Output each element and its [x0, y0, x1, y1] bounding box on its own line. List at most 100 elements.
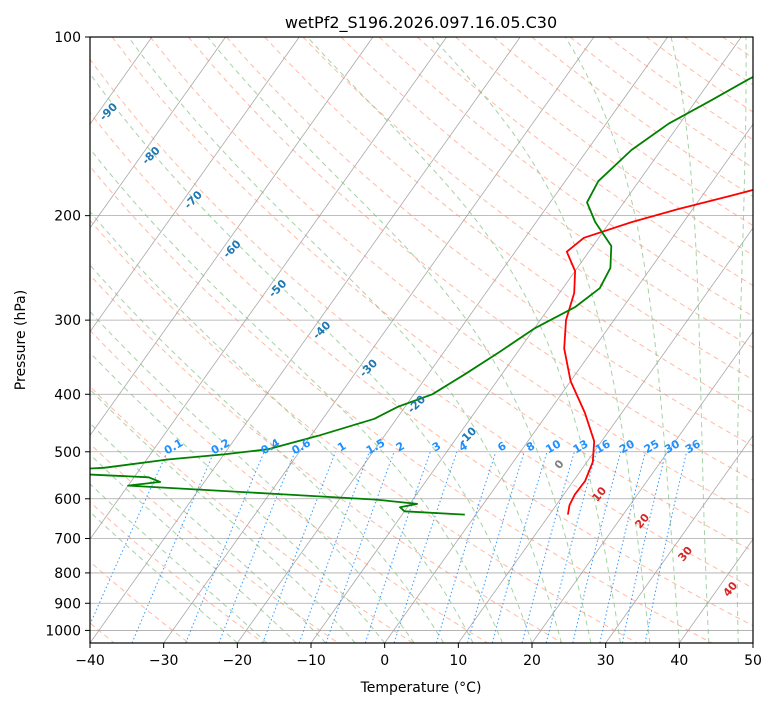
series-layer — [90, 75, 753, 516]
x-tick-label: 40 — [670, 653, 688, 669]
dry-adiabat — [90, 274, 564, 643]
dry-adiabat-label: -20 — [405, 393, 428, 416]
moist-adiabat — [90, 264, 445, 643]
isotherm — [531, 331, 753, 643]
axis-layer: −40 −30 −20 −10 0 10 20 30 40 5010020030040050060… — [45, 30, 762, 669]
x-tick-label: −30 — [149, 653, 179, 669]
y-tick-label: 200 — [54, 209, 81, 225]
dry-adiabat-label: -30 — [357, 356, 380, 379]
isotherm — [163, 37, 595, 643]
x-tick-label: −40 — [75, 653, 105, 669]
y-tick-label: 800 — [54, 566, 81, 582]
moist-adiabat — [90, 210, 474, 643]
isotherm — [458, 227, 753, 643]
moist-adiabat — [90, 351, 386, 643]
moist-adiabat-label: 0 — [552, 457, 567, 471]
mixing-ratio-line — [262, 451, 337, 643]
moist-adiabat-label: 30 — [675, 544, 695, 564]
moist-adiabat — [90, 72, 533, 643]
moist-adiabat — [564, 37, 680, 643]
x-tick-label: 30 — [597, 653, 615, 669]
isotherm — [90, 37, 521, 643]
dry-adiabat — [90, 58, 753, 589]
mixing-ratio-label: 0.1 — [162, 436, 185, 457]
moist-adiabat — [207, 37, 592, 643]
mixing-ratio-line — [298, 451, 370, 643]
y-tick-label: 1000 — [45, 623, 81, 639]
isotherm — [90, 37, 300, 333]
mixing-ratio-line — [491, 451, 548, 643]
dry-adiabat — [90, 165, 713, 643]
moist-adiabat — [90, 388, 356, 643]
moist-adiabat — [90, 148, 503, 643]
x-tick-label: −20 — [223, 653, 253, 669]
moist-adiabat-label: 20 — [632, 511, 652, 531]
x-tick-label: 50 — [744, 653, 762, 669]
mixing-ratio-label: 0.6 — [290, 436, 314, 457]
mixing-ratio-line — [644, 451, 688, 643]
plot-frame — [89, 36, 754, 644]
dry-adiabat — [149, 37, 753, 516]
moist-adiabat — [736, 37, 747, 643]
moist-adiabat — [90, 511, 238, 643]
isotherm — [605, 434, 753, 643]
isotherm — [0, 37, 5, 643]
y-tick-label: 700 — [54, 532, 81, 548]
dry-adiabat — [90, 111, 753, 627]
dry-adiabat-label: -90 — [97, 100, 120, 123]
dry-adiabat — [111, 37, 753, 552]
mixing-ratio-line — [393, 451, 458, 643]
isotherm — [237, 37, 668, 643]
mixing-ratio-label: 20 — [617, 437, 637, 456]
moist-adiabat — [127, 37, 562, 643]
x-tick-label: −10 — [296, 653, 326, 669]
y-axis-label: Pressure (hPa) — [13, 290, 29, 390]
y-tick-label: 300 — [54, 313, 81, 329]
mixing-ratio-line — [545, 451, 597, 643]
y-tick-label: 500 — [54, 445, 81, 461]
x-axis-label: Temperature (°C) — [360, 680, 482, 696]
isotherm — [384, 123, 753, 643]
isotherm — [90, 37, 374, 437]
mixing-ratio-line — [185, 451, 265, 643]
mixing-ratio-line — [131, 451, 215, 643]
dry-adiabat — [684, 37, 753, 86]
mixing-ratio-line — [435, 451, 497, 643]
dry-adiabat — [455, 37, 753, 256]
moist-adiabat — [670, 37, 710, 643]
isotherm — [679, 538, 753, 643]
x-tick-label: 10 — [449, 653, 467, 669]
dry-adiabat-label: -40 — [310, 318, 333, 341]
mixing-ratio-line — [572, 451, 622, 643]
chart-title: wetPf2_S196.2026.097.16.05.C30 — [285, 13, 557, 33]
mixing-ratio-line — [364, 451, 431, 643]
mixing-ratio-line — [521, 451, 575, 643]
dry-adiabat-label: -60 — [220, 237, 243, 260]
moist-adiabat-label: 10 — [589, 484, 609, 504]
dry-adiabat — [90, 385, 414, 643]
isotherm — [310, 37, 742, 643]
moist-adiabat — [307, 37, 621, 643]
mixing-ratio-line — [599, 451, 646, 643]
moist-adiabat — [90, 422, 327, 643]
moist-adiabat — [90, 310, 415, 643]
x-tick-label: 0 — [380, 653, 389, 669]
mixing-ratio-line — [467, 451, 525, 643]
dry-adiabat — [416, 37, 753, 287]
isotherm — [90, 37, 226, 229]
dry-adiabat — [264, 37, 753, 414]
dry-adiabat — [722, 37, 753, 59]
y-tick-label: 400 — [54, 387, 81, 403]
moist-adiabat — [90, 453, 297, 643]
dry-adiabat — [531, 37, 753, 198]
dry-adiabat-label: -80 — [139, 144, 162, 167]
dry-adiabat — [90, 443, 340, 643]
dry-adiabat — [90, 329, 489, 643]
grid-layer — [0, 37, 753, 643]
series-line-dewpoint — [90, 75, 753, 516]
isotherm — [90, 37, 447, 540]
y-tick-label: 600 — [54, 492, 81, 508]
mixing-ratio-label: 36 — [683, 437, 703, 456]
